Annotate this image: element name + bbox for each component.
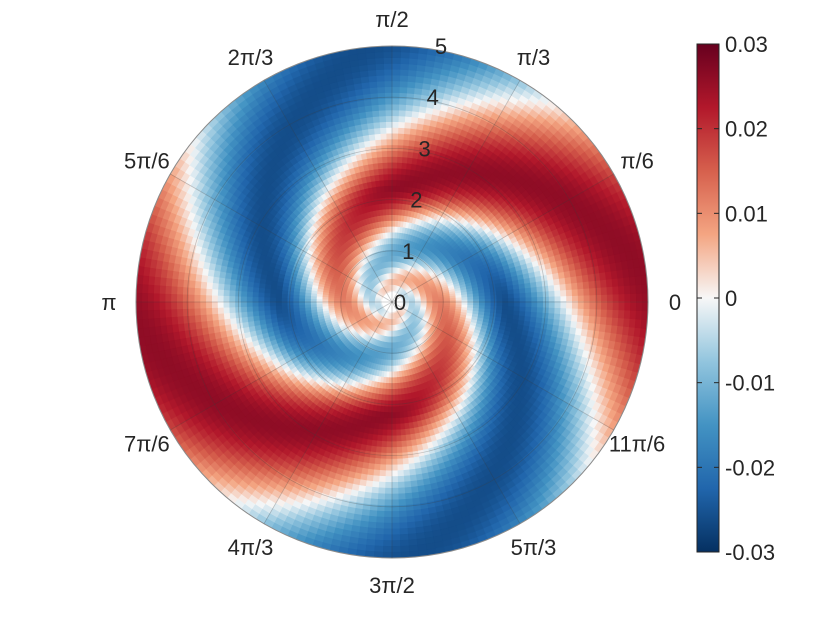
polar-heatmap: [136, 46, 648, 558]
